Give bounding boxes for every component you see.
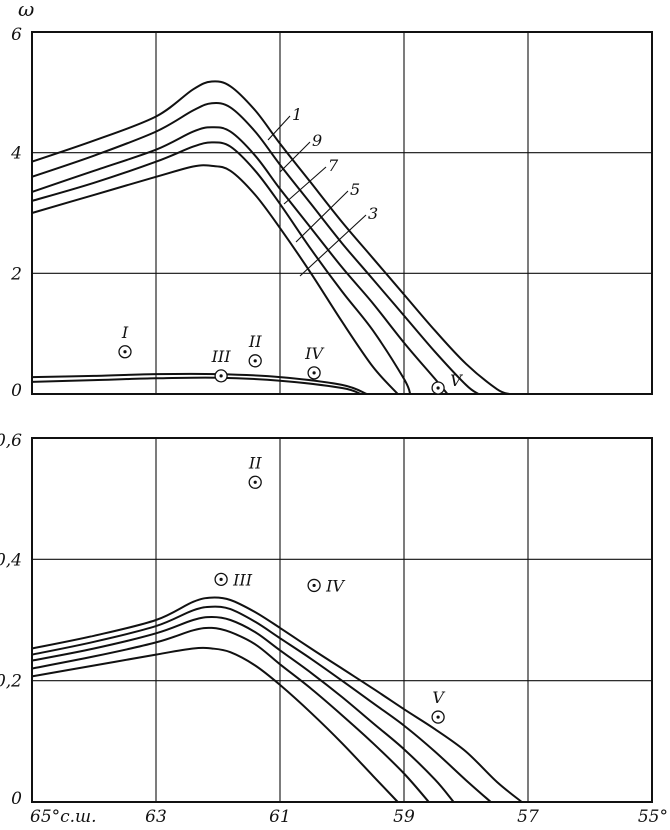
x-tick-label: 65°с.ш. <box>30 807 97 827</box>
series-line <box>31 605 492 803</box>
y-tick-label: 4 <box>10 144 22 164</box>
station-label: III <box>232 570 253 589</box>
station-center-dot <box>123 350 127 354</box>
curve-label-leader <box>267 115 291 141</box>
curve-label-leader <box>283 166 327 205</box>
station-label: III <box>211 347 232 366</box>
curve-label: 3 <box>368 204 378 223</box>
series-line <box>31 126 449 395</box>
series-line <box>31 141 412 395</box>
series-line <box>31 101 479 395</box>
series-line <box>31 596 523 803</box>
x-tick-label: 55° <box>638 807 668 827</box>
y-tick-label: 6 <box>11 25 22 45</box>
y-tick-label: 0,6 <box>0 431 22 451</box>
x-tick-label: 61 <box>269 807 291 827</box>
station-center-dot <box>312 371 316 375</box>
y-tick-label: 0 <box>11 789 22 809</box>
station-center-dot <box>219 374 223 378</box>
station-center-dot <box>253 359 257 363</box>
y-tick-label: 0,2 <box>0 672 22 692</box>
y-tick-label: 0,4 <box>0 550 22 570</box>
station-center-dot <box>253 480 257 484</box>
station-center-dot <box>436 715 440 719</box>
station-label: II <box>248 332 262 351</box>
series-line <box>31 626 430 803</box>
y-tick-label: 0 <box>11 381 22 401</box>
curve-label: 5 <box>350 180 360 199</box>
station-label: V <box>450 371 463 390</box>
curve-label: 9 <box>312 131 322 150</box>
station-label: V <box>432 688 445 707</box>
station-label: IV <box>304 344 324 363</box>
series-line <box>31 646 399 803</box>
station-center-dot <box>436 386 440 390</box>
curve-label-leader <box>279 141 311 173</box>
curve-label: 7 <box>328 156 339 175</box>
series-line <box>31 616 455 803</box>
y-tick-label: 2 <box>10 264 22 284</box>
series-line <box>31 80 510 395</box>
station-label: II <box>248 453 262 472</box>
station-center-dot <box>312 583 316 588</box>
x-tick-label: 63 <box>145 807 167 827</box>
series-line <box>31 164 399 395</box>
station-label: I <box>121 323 129 342</box>
plot-frame <box>31 437 653 803</box>
curve-label: 1 <box>292 105 302 124</box>
x-tick-label: 59 <box>393 807 415 827</box>
y-axis-label: ω <box>18 0 34 21</box>
station-center-dot <box>219 577 223 581</box>
curve-label-leader <box>295 190 349 243</box>
x-tick-label: 57 <box>517 807 539 827</box>
station-label: IV <box>325 576 345 595</box>
curve-label-leader <box>299 214 367 277</box>
